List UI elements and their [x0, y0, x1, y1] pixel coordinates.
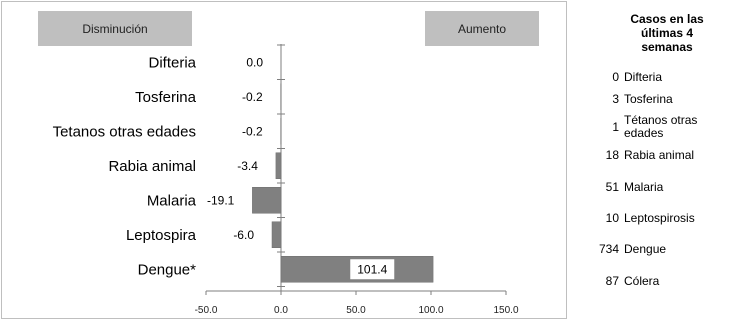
data-label: -3.4	[237, 159, 258, 173]
side-table-row: 3 Tosferina	[582, 92, 728, 106]
x-tick-label: 100.0	[418, 305, 443, 316]
side-table-row: 51 Malaria	[582, 180, 728, 194]
data-label: -0.2	[242, 124, 263, 138]
case-count: 10	[605, 210, 619, 225]
bar	[271, 221, 282, 248]
data-label: -6.0	[233, 228, 254, 242]
category-label: Tetanos otras edades	[53, 123, 196, 140]
case-count: 734	[598, 241, 619, 256]
disease-name: Dengue	[624, 241, 667, 256]
disease-name: Cólera	[624, 273, 660, 288]
data-label: -19.1	[207, 193, 235, 207]
case-count: 18	[605, 147, 619, 162]
category-label: Dengue*	[138, 261, 197, 278]
category-label: Rabia animal	[108, 158, 196, 175]
disease-name: Rabia animal	[624, 147, 695, 162]
x-tick-label: -50.0	[195, 305, 218, 316]
case-count: 1	[612, 119, 619, 134]
disease-name: Tétanos otras edades	[624, 113, 698, 140]
decrease-header: Disminución	[38, 11, 192, 46]
side-table-row: 734 Dengue	[582, 242, 728, 256]
side-table-row: 1 Tétanos otras edades	[582, 112, 728, 142]
case-count: 51	[605, 179, 619, 194]
data-label-box	[350, 259, 395, 280]
x-tick-label: 0.0	[274, 305, 288, 316]
data-label: 0.0	[246, 55, 263, 69]
data-label: 101.4	[357, 262, 387, 276]
increase-header: Aumento	[425, 11, 539, 46]
chart-frame	[1, 1, 567, 319]
side-table-row: 18 Rabia animal	[582, 148, 728, 162]
disease-name: Leptospirosis	[624, 210, 695, 225]
side-table-row: 87 Cólera	[582, 274, 728, 288]
category-label: Tosferina	[135, 89, 197, 106]
category-label: Difteria	[148, 54, 196, 71]
side-table-title: Casos en las últimas 4 semanas	[630, 12, 704, 54]
case-count: 87	[605, 273, 619, 288]
category-label: Leptospira	[126, 227, 197, 244]
disease-name: Tosferina	[624, 91, 673, 106]
case-count: 3	[612, 91, 619, 106]
side-table-row: 10 Leptospirosis	[582, 211, 728, 225]
x-tick-label: 50.0	[346, 305, 366, 316]
bar	[252, 187, 282, 214]
disease-name: Malaria	[624, 179, 664, 194]
bar	[275, 152, 282, 179]
disease-name: Difteria	[624, 69, 663, 84]
bar-chart: -50.0 0.0 50.0 100.0 150.0 Difteria 0.0 Tosferi…	[53, 44, 519, 316]
side-table-row: 0 Difteria	[582, 70, 728, 84]
category-label: Malaria	[147, 192, 197, 209]
data-label: -0.2	[242, 90, 263, 104]
case-count: 0	[612, 69, 619, 84]
x-tick-label: 150.0	[493, 305, 518, 316]
